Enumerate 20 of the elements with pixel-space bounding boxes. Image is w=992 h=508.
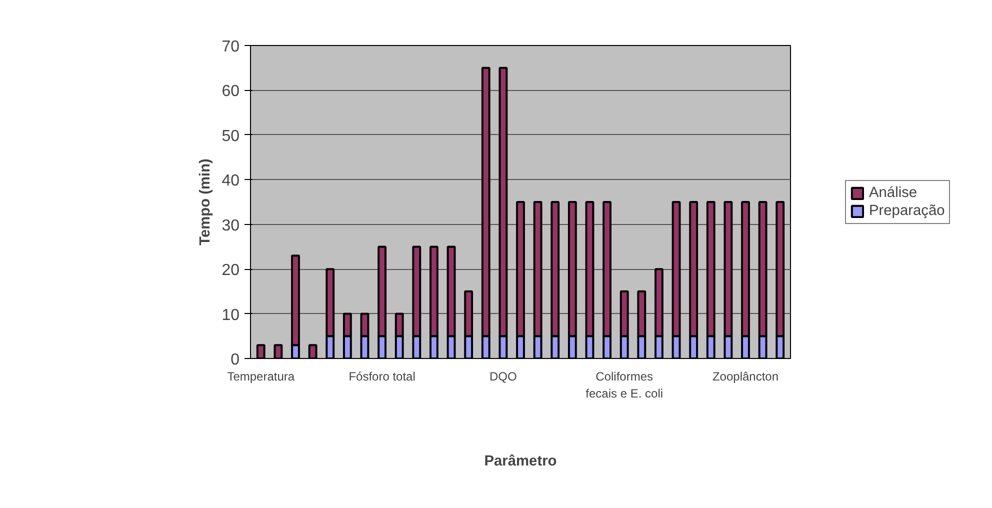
x-tick-label: Fósforo total bbox=[348, 370, 416, 384]
y-tick-label: 30 bbox=[222, 217, 240, 234]
y-tick-label: 0 bbox=[230, 352, 240, 368]
y-tick-label: 20 bbox=[222, 262, 240, 280]
y-axis-title: Tempo (min) bbox=[198, 158, 214, 246]
y-tick-label: 50 bbox=[222, 128, 240, 145]
x-tick-label: Coliformes fecais e E. coli bbox=[586, 370, 664, 400]
y-tick-label: 70 bbox=[222, 38, 240, 56]
legend-label: Preparação bbox=[869, 202, 945, 218]
y-tick-label: 60 bbox=[222, 83, 240, 100]
y-tick-label: 10 bbox=[222, 306, 240, 324]
legend-label: Análise bbox=[869, 184, 918, 200]
x-tick-label: Zooplâncton bbox=[712, 370, 779, 384]
x-tick-label: Temperatura bbox=[227, 370, 295, 384]
x-tick-label: DQO bbox=[490, 370, 517, 384]
y-tick-label: 40 bbox=[222, 172, 240, 190]
x-axis-title: Parâmetro bbox=[484, 453, 557, 470]
bar bbox=[256, 344, 266, 358]
bar bbox=[274, 344, 283, 358]
bar bbox=[308, 344, 318, 358]
